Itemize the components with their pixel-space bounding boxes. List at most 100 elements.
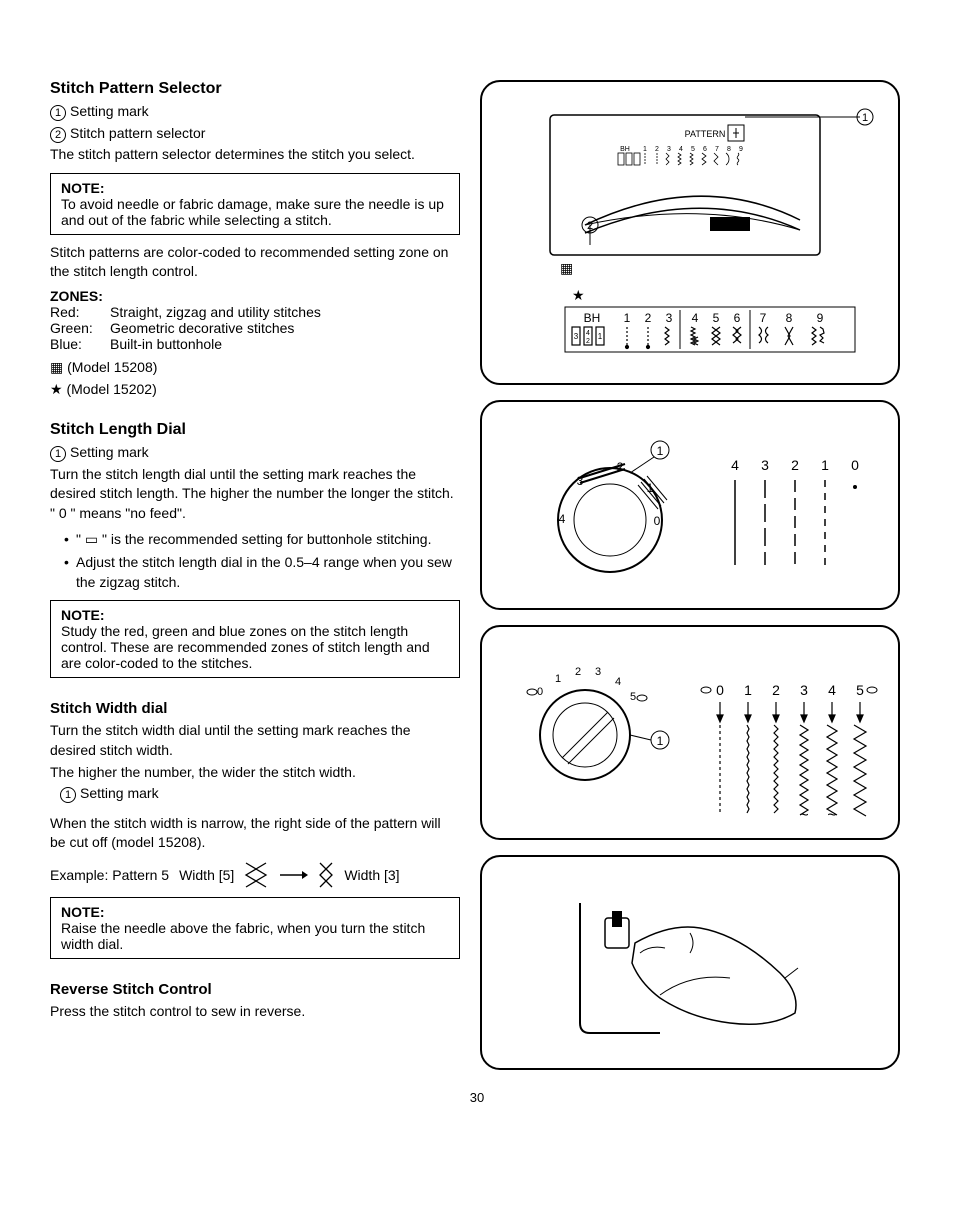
svg-text:9: 9	[739, 146, 743, 153]
sps-model1-text: (Model 15208)	[67, 359, 157, 375]
svg-text:1: 1	[643, 146, 647, 153]
sps-item1: 1Setting mark	[50, 102, 460, 122]
swd-example: Example: Pattern 5 Width [5] Width [3]	[50, 861, 460, 889]
svg-text:3: 3	[666, 311, 673, 325]
svg-text:2: 2	[645, 311, 652, 325]
svg-text:3: 3	[800, 682, 808, 698]
svg-text:6: 6	[734, 311, 741, 325]
square-icon: ▦	[50, 359, 63, 375]
sld-item1: 1Setting mark	[50, 443, 460, 463]
sps-model2-text: (Model 15202)	[66, 381, 156, 397]
svg-text:3: 3	[577, 474, 584, 488]
swd-desc1: Turn the stitch width dial until the set…	[50, 721, 460, 760]
svg-text:4: 4	[692, 311, 699, 325]
svg-text:3: 3	[595, 666, 601, 678]
zone-green-label: Green:	[50, 320, 110, 336]
arrow-right-icon	[278, 869, 308, 881]
svg-text:4: 4	[731, 457, 739, 473]
zone-red-text: Straight, zigzag and utility stitches	[110, 304, 321, 320]
svg-text:0: 0	[537, 686, 543, 698]
heading-swd: Stitch Width dial	[50, 700, 460, 717]
svg-text:0: 0	[851, 457, 859, 473]
section-reverse-stitch: Reverse Stitch Control Press the stitch …	[50, 981, 460, 1022]
sps-desc: The stitch pattern selector determines t…	[50, 145, 460, 165]
svg-text:~: ~	[827, 807, 836, 824]
svg-text:1: 1	[657, 734, 664, 748]
stitch-narrow-icon	[318, 861, 334, 889]
svg-text:4: 4	[679, 146, 683, 153]
sld-note: NOTE: Study the red, green and blue zone…	[50, 600, 460, 678]
swd-w3: Width [3]	[344, 867, 399, 883]
sps-item2-text: Stitch pattern selector	[70, 125, 205, 141]
swd-cutoff: When the stitch width is narrow, the rig…	[50, 814, 460, 853]
svg-text:2: 2	[772, 682, 780, 698]
sld-bullet1: " ▭ " is the recommended setting for but…	[64, 530, 460, 550]
svg-text:~: ~	[799, 807, 808, 824]
sld-note-body: Study the red, green and blue zones on t…	[61, 623, 449, 671]
svg-text:BH: BH	[584, 311, 601, 325]
figure-pattern-selector: PATTERN BH123456789	[480, 80, 900, 385]
stitch-wide-icon	[244, 861, 268, 889]
star-icon: ★	[50, 381, 63, 397]
svg-text:0: 0	[716, 682, 724, 698]
fig1-pattern-label: PATTERN	[685, 129, 726, 139]
heading-rsc: Reverse Stitch Control	[50, 981, 460, 998]
sld-bullet2: Adjust the stitch length dial in the 0.5…	[64, 553, 460, 592]
heading-sld: Stitch Length Dial	[50, 421, 460, 439]
zone-green: Green:Geometric decorative stitches	[50, 320, 460, 336]
svg-text:2: 2	[587, 220, 593, 232]
sps-model2: ★ (Model 15202)	[50, 380, 460, 400]
zone-green-text: Geometric decorative stitches	[110, 320, 294, 336]
swd-item1-text: Setting mark	[80, 785, 159, 801]
sps-note-title: NOTE:	[61, 180, 449, 196]
svg-text:BH: BH	[620, 146, 630, 153]
svg-text:9: 9	[817, 311, 824, 325]
svg-text:5: 5	[713, 311, 720, 325]
swd-note-body: Raise the needle above the fabric, when …	[61, 920, 449, 952]
fig1-square-icon: ▦	[560, 260, 573, 276]
svg-text:8: 8	[786, 311, 793, 325]
svg-text:3: 3	[667, 146, 671, 153]
svg-text:3: 3	[761, 457, 769, 473]
swd-item1: 1Setting mark	[50, 784, 460, 804]
rsc-desc: Press the stitch control to sew in rever…	[50, 1002, 460, 1022]
fig1-star-icon: ★	[572, 287, 585, 303]
zone-blue: Blue:Built-in buttonhole	[50, 336, 460, 352]
swd-note-title: NOTE:	[61, 904, 449, 920]
svg-text:2: 2	[655, 146, 659, 153]
sps-note: NOTE: To avoid needle or fabric damage, …	[50, 173, 460, 235]
svg-text:5: 5	[630, 691, 636, 703]
sld-note-title: NOTE:	[61, 607, 449, 623]
sps-note-body: To avoid needle or fabric damage, make s…	[61, 196, 449, 228]
sps-color-intro: Stitch patterns are color-coded to recom…	[50, 243, 460, 282]
svg-text:1: 1	[862, 112, 868, 124]
svg-text:6: 6	[703, 146, 707, 153]
sld-desc: Turn the stitch length dial until the se…	[50, 465, 460, 524]
zone-red-label: Red:	[50, 304, 110, 320]
figure-width-dial: 012345 1 012345 ~	[480, 625, 900, 840]
section-stitch-width-dial: Stitch Width dial Turn the stitch width …	[50, 700, 460, 959]
svg-text:3: 3	[574, 332, 579, 341]
svg-text:1: 1	[657, 444, 664, 458]
svg-text:1: 1	[555, 673, 561, 685]
svg-text:1: 1	[821, 457, 829, 473]
svg-text:2: 2	[791, 457, 799, 473]
sld-item1-text: Setting mark	[70, 444, 149, 460]
svg-text:7: 7	[715, 146, 719, 153]
svg-text:1: 1	[744, 682, 752, 698]
svg-text:2: 2	[586, 338, 590, 345]
figure-reverse-control	[480, 855, 900, 1070]
svg-text:5: 5	[691, 146, 695, 153]
page-number: 30	[50, 1090, 904, 1105]
sps-item2: 2Stitch pattern selector	[50, 124, 460, 144]
swd-w5: Width [5]	[179, 867, 234, 883]
svg-text:1: 1	[598, 332, 603, 341]
zone-blue-label: Blue:	[50, 336, 110, 352]
section-stitch-length-dial: Stitch Length Dial 1Setting mark Turn th…	[50, 421, 460, 678]
figure-length-dial: 0 1 2 3 4 1 43210	[480, 400, 900, 610]
section-stitch-pattern-selector: Stitch Pattern Selector 1Setting mark 2S…	[50, 80, 460, 399]
swd-desc2: The higher the number, the wider the sti…	[50, 763, 460, 783]
zone-red: Red:Straight, zigzag and utility stitche…	[50, 304, 460, 320]
svg-text:4: 4	[559, 512, 566, 526]
sps-item1-text: Setting mark	[70, 103, 149, 119]
